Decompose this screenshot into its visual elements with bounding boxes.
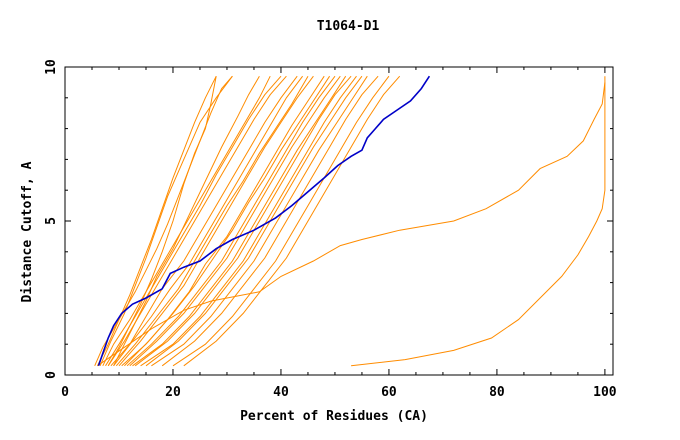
other-series-line-16 <box>134 75 352 367</box>
x-tick-label: 20 <box>165 385 181 400</box>
other-series-line-19 <box>151 75 368 367</box>
other-series-line-1 <box>94 75 233 367</box>
x-tick-label: 80 <box>489 385 505 400</box>
other-series-line-22 <box>183 75 401 367</box>
other-series-line-18 <box>145 75 363 367</box>
other-series-line-20 <box>161 75 379 367</box>
x-tick-label: 0 <box>61 385 69 400</box>
x-axis: 0 20 40 60 80 100 <box>61 67 617 400</box>
x-tick-label: 100 <box>593 385 617 400</box>
other-series-line-26 <box>351 76 606 367</box>
x-tick-label: 60 <box>381 385 397 400</box>
y-axis-label: Distance Cutoff, A <box>20 161 35 302</box>
y-tick-label: 0 <box>44 371 59 379</box>
y-tick-label: 5 <box>44 217 59 225</box>
other-series-line-24 <box>113 75 260 367</box>
other-series-line-12 <box>124 75 331 367</box>
other-series-line-25 <box>97 82 606 367</box>
highlight-series-line <box>97 75 431 367</box>
other-series-line-2 <box>96 75 217 367</box>
y-tick-label: 10 <box>44 59 59 75</box>
other-series-line-7 <box>110 75 298 367</box>
other-series-line-13 <box>126 75 336 367</box>
x-axis-label: Percent of Residues (CA) <box>240 409 428 424</box>
y-axis: 0 5 10 <box>44 59 613 379</box>
other-series-lines <box>94 75 606 367</box>
other-series-line-23 <box>107 76 217 367</box>
chart-title: T1064-D1 <box>317 19 380 34</box>
other-series-line-14 <box>129 75 341 367</box>
other-series-line-10 <box>118 75 314 367</box>
other-series-line-21 <box>172 75 390 367</box>
other-series-line-9 <box>115 75 309 367</box>
x-tick-label: 40 <box>273 385 289 400</box>
highlight-series-path <box>97 75 431 367</box>
other-series-line-15 <box>132 75 347 367</box>
other-series-line-17 <box>140 75 357 367</box>
other-series-line-4 <box>102 75 271 367</box>
other-series-line-3 <box>99 75 233 367</box>
other-series-line-8 <box>113 75 303 367</box>
